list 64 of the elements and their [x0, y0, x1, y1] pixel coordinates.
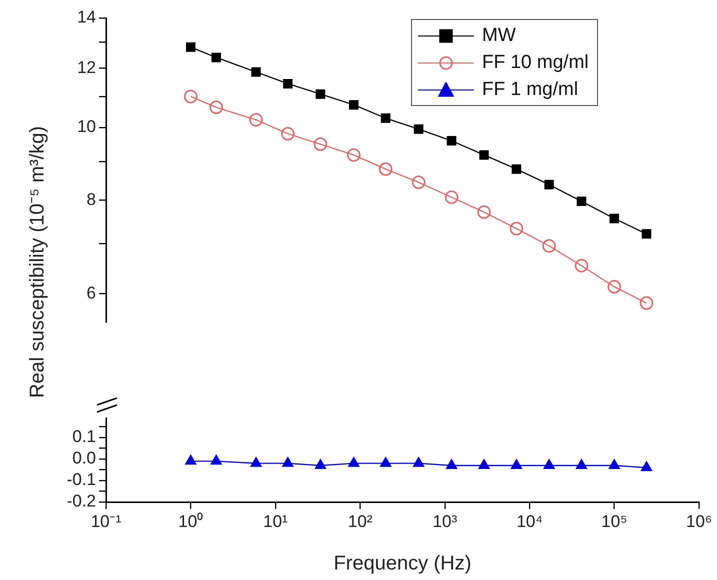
y-tick-label: -0.1	[66, 470, 96, 490]
point	[185, 454, 196, 465]
y-tick-label: 6	[86, 283, 96, 302]
x-tick-label: 10⁶	[686, 512, 712, 531]
point	[478, 458, 490, 469]
point	[380, 456, 392, 467]
y-tick-label: 8	[86, 190, 96, 209]
y-tick-label: -0.2	[66, 492, 96, 511]
y-tick-label: 0.1	[72, 427, 96, 446]
point	[316, 89, 326, 99]
x-tick-label: 10²	[348, 512, 373, 531]
point	[378, 162, 392, 176]
legend-label: FF 10 mg/ml	[482, 52, 589, 74]
point	[608, 280, 622, 294]
point	[542, 239, 556, 253]
point	[446, 136, 456, 146]
point	[348, 100, 358, 110]
y-tick-label: 12	[77, 58, 96, 77]
point	[510, 222, 524, 236]
y-tick-label: 0.0	[72, 448, 96, 468]
point	[574, 258, 588, 272]
point	[640, 461, 652, 472]
point	[380, 113, 390, 123]
point	[610, 214, 620, 224]
x-axis-title: Frequency (Hz)	[334, 552, 472, 575]
point	[512, 164, 522, 174]
point	[348, 456, 360, 467]
point	[543, 458, 555, 469]
x-tick-label: 10⁵	[601, 512, 628, 531]
y-axis-title: Real susceptibility (10⁻⁵ m³/kg)	[26, 126, 50, 398]
point	[444, 190, 458, 204]
point	[346, 148, 360, 162]
point	[314, 137, 328, 151]
x-tick-label: 10⁻¹	[90, 512, 122, 531]
y-tick-label: 14	[77, 8, 96, 27]
point	[251, 67, 261, 77]
point	[249, 113, 263, 127]
point	[283, 78, 293, 88]
point	[640, 296, 654, 310]
x-tick-label: 10⁰	[178, 512, 204, 531]
x-tick-label: 10³	[432, 512, 458, 531]
point	[414, 124, 424, 134]
point	[477, 205, 491, 219]
point	[608, 458, 620, 469]
point	[510, 458, 522, 469]
point	[314, 458, 326, 469]
x-tick-label: 10¹	[263, 512, 288, 531]
point	[446, 458, 458, 469]
point	[412, 176, 426, 190]
point	[281, 126, 295, 140]
legend-label: FF 1 mg/ml	[482, 78, 578, 100]
point	[642, 229, 652, 239]
point	[479, 150, 489, 160]
point	[576, 196, 586, 206]
point	[544, 180, 554, 190]
point	[184, 90, 198, 104]
point	[576, 458, 588, 469]
point	[250, 456, 262, 467]
legend-label: MW	[482, 24, 516, 46]
point	[186, 42, 196, 52]
y-tick-label: 10	[77, 117, 96, 136]
point	[282, 456, 294, 467]
point	[412, 456, 424, 467]
x-tick-label: 10⁴	[516, 512, 543, 531]
